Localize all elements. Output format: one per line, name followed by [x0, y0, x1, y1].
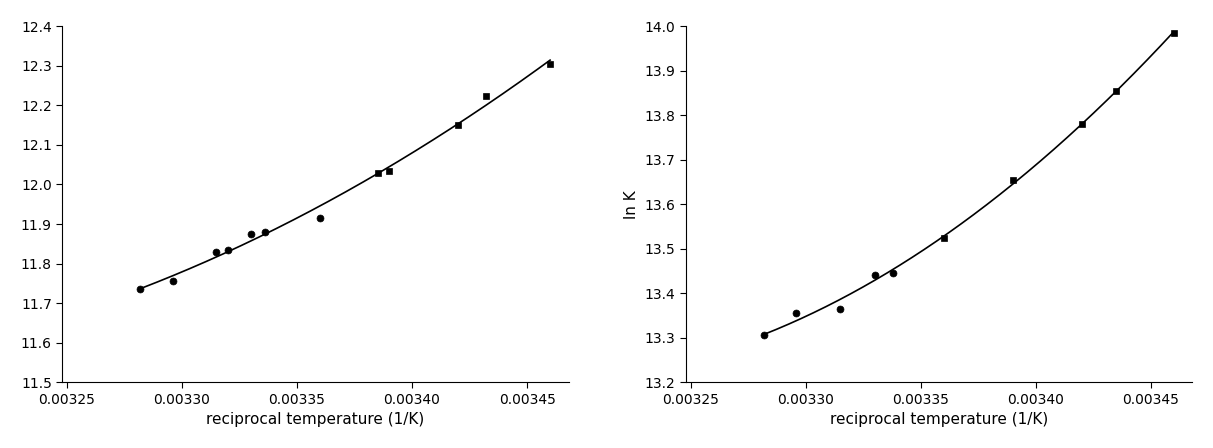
Y-axis label: ln K: ln K — [623, 190, 639, 219]
X-axis label: reciprocal temperature (1/K): reciprocal temperature (1/K) — [206, 412, 425, 427]
X-axis label: reciprocal temperature (1/K): reciprocal temperature (1/K) — [830, 412, 1048, 427]
